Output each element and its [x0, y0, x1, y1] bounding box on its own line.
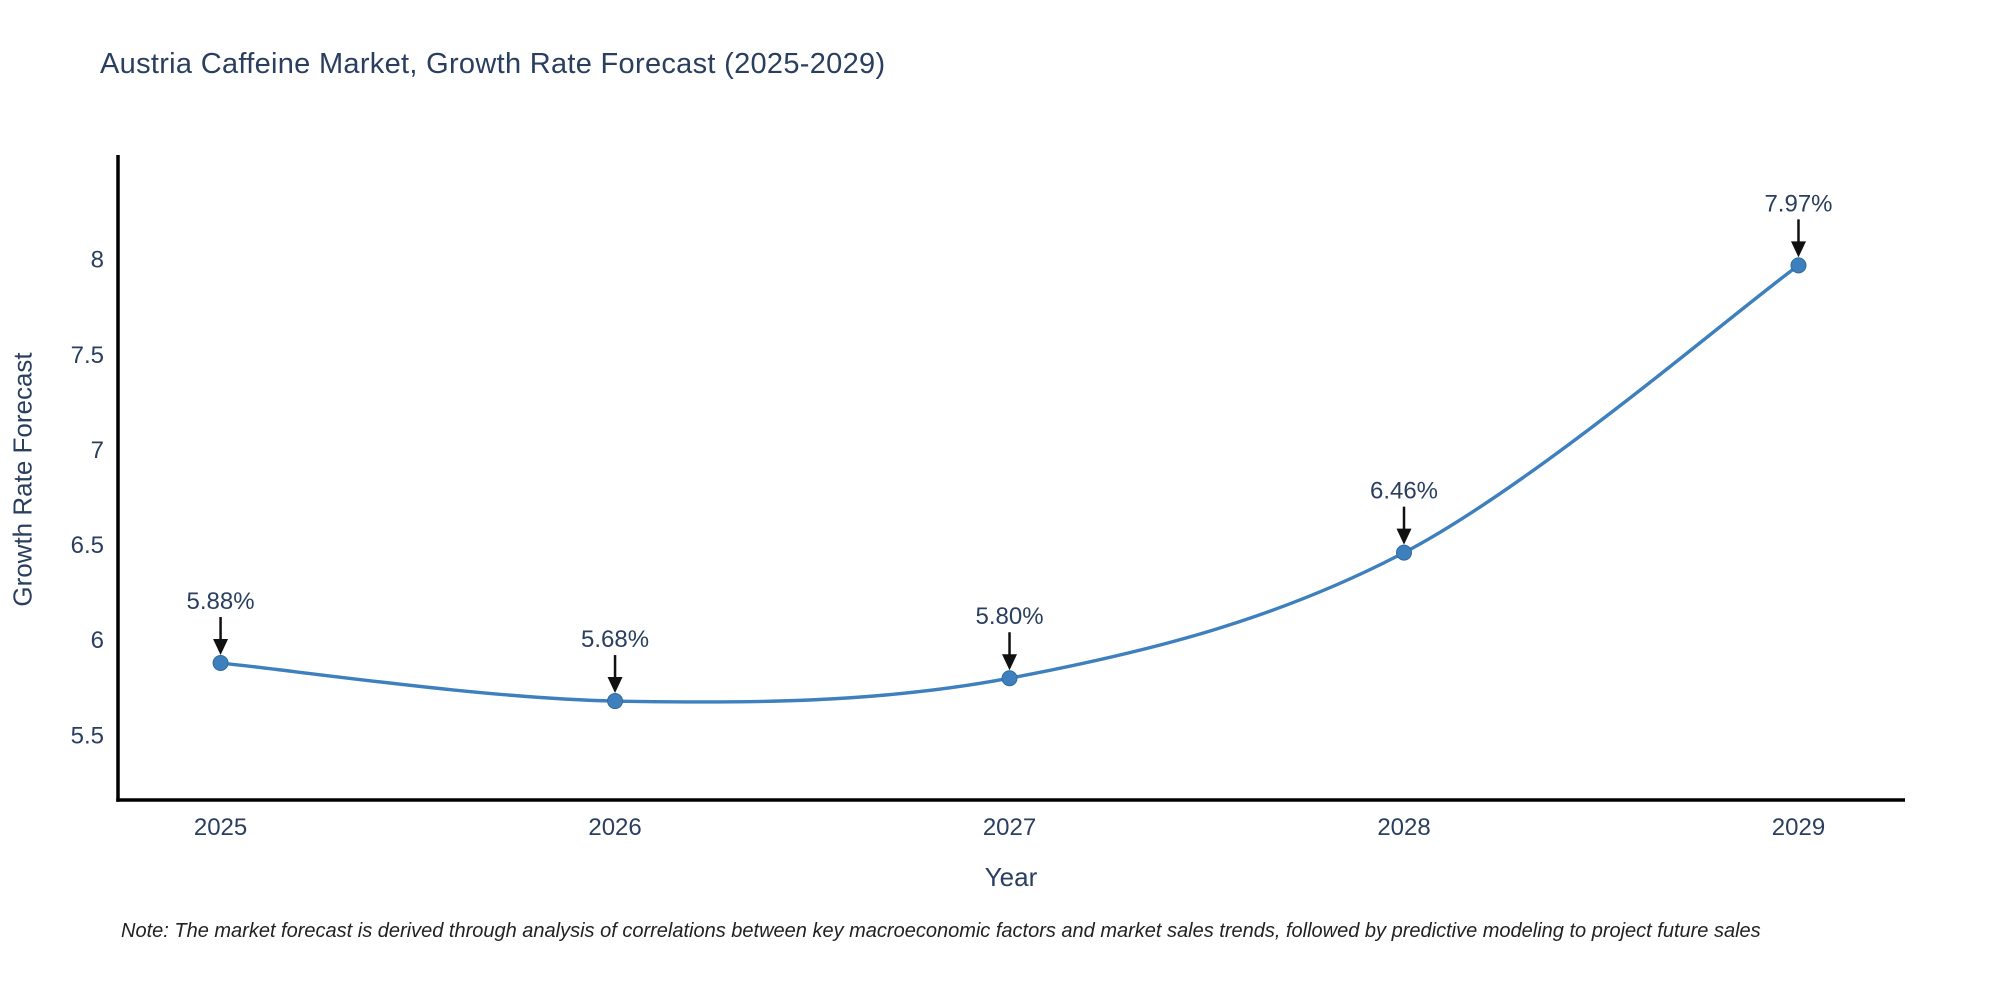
x-tick-label: 2028 [1377, 814, 1430, 841]
annotation-arrowhead [1396, 528, 1412, 545]
data-point-marker [1001, 670, 1018, 687]
series-line [220, 263, 1800, 704]
y-tick-label: 7 [91, 437, 104, 464]
data-point-marker [212, 655, 229, 672]
x-tick-label: 2029 [1772, 814, 1825, 841]
point-annotation-label: 6.46% [1370, 478, 1438, 505]
point-annotation-label: 5.80% [975, 603, 1043, 630]
annotation-arrowhead [1002, 654, 1018, 671]
y-tick-label: 6.5 [71, 532, 104, 559]
y-axis-title: Growth Rate Forecast [7, 352, 38, 607]
x-tick-label: 2025 [194, 814, 247, 841]
y-tick-label: 5.5 [71, 722, 104, 749]
data-point-marker [1790, 257, 1807, 274]
data-point-marker [607, 693, 624, 710]
x-tick-label: 2027 [983, 814, 1036, 841]
annotation-arrowhead [1790, 241, 1806, 258]
chart-footnote: Note: The market forecast is derived thr… [121, 920, 1761, 942]
point-annotation-label: 7.97% [1764, 190, 1832, 217]
x-tick-label: 2026 [588, 814, 641, 841]
y-tick-label: 7.5 [71, 342, 104, 369]
chart-title: Austria Caffeine Market, Growth Rate For… [100, 48, 886, 80]
data-point-marker [1396, 544, 1413, 561]
x-axis-title: Year [984, 862, 1038, 892]
y-tick-label: 6 [91, 627, 104, 654]
point-annotation-label: 5.88% [187, 588, 255, 615]
annotation-arrowhead [607, 677, 623, 694]
point-annotation-label: 5.68% [581, 626, 649, 653]
y-tick-label: 8 [91, 247, 104, 274]
annotation-arrowhead [213, 639, 229, 656]
